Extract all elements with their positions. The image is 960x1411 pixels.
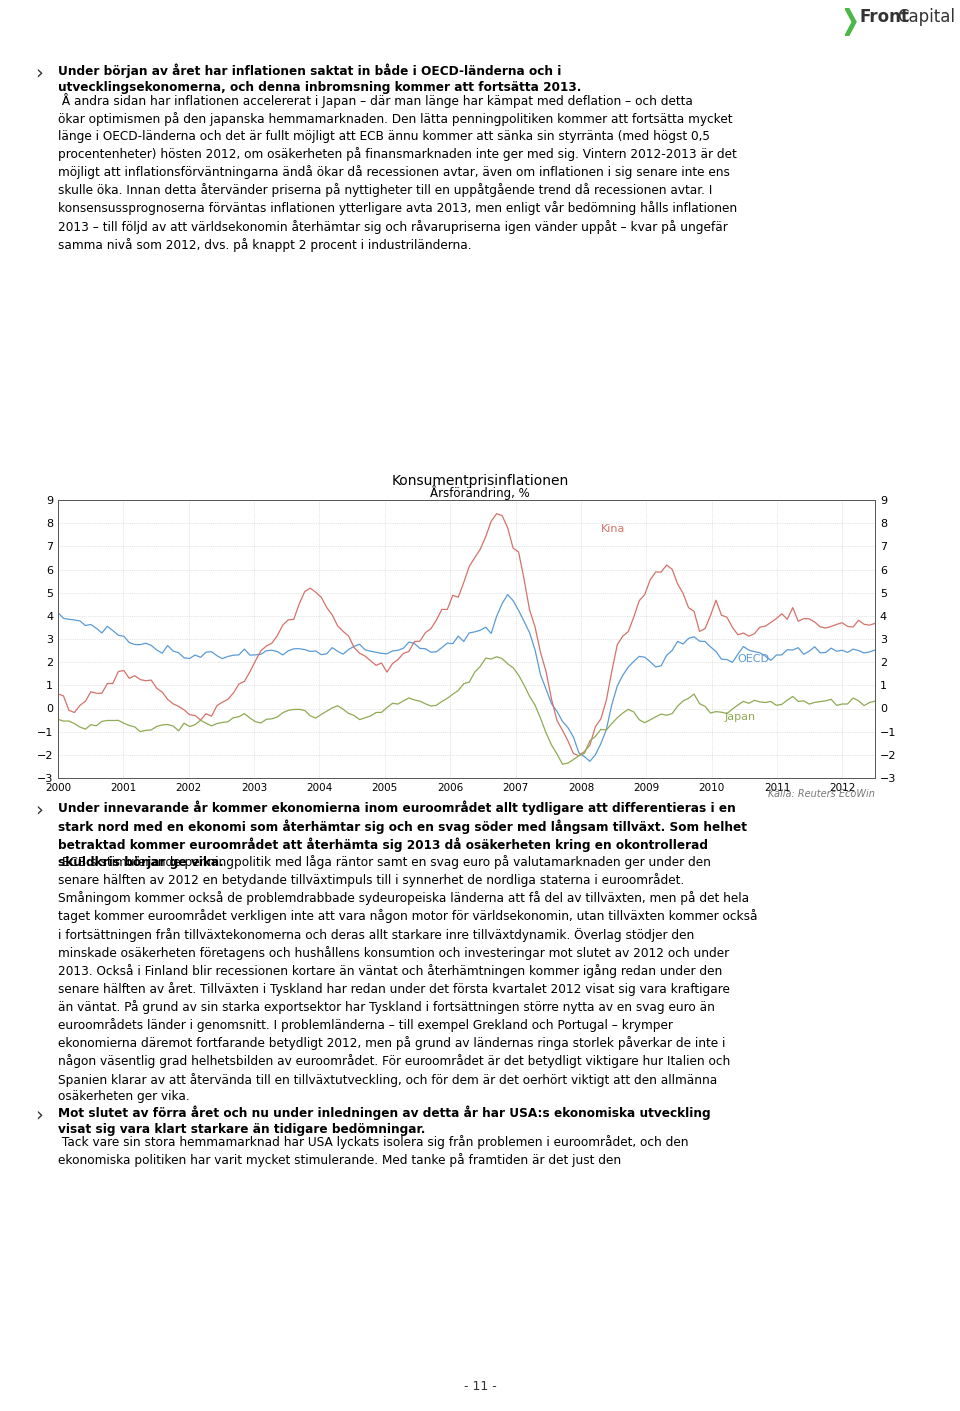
- Polygon shape: [845, 8, 856, 37]
- Text: Japan: Japan: [725, 713, 756, 722]
- Text: Tack vare sin stora hemmamarknad har USA lyckats isolera sig från problemen i eu: Tack vare sin stora hemmamarknad har USA…: [58, 1134, 688, 1167]
- Text: Capital: Capital: [898, 8, 955, 25]
- Text: - 11 -: - 11 -: [464, 1380, 496, 1393]
- Text: Under början av året har inflationen saktat in både i OECD-länderna och i
utveck: Under början av året har inflationen sak…: [58, 63, 582, 95]
- Text: ›: ›: [35, 800, 43, 818]
- Text: Mot slutet av förra året och nu under inledningen av detta år har USA:s ekonomis: Mot slutet av förra året och nu under in…: [58, 1105, 710, 1136]
- Text: Årsförändring, %: Årsförändring, %: [430, 485, 530, 499]
- Text: OECD: OECD: [737, 655, 770, 665]
- Text: Kina: Kina: [601, 525, 625, 535]
- Text: ›: ›: [35, 1105, 43, 1125]
- Text: Front: Front: [859, 8, 909, 25]
- Text: ECB:s stimulerande penningpolitik med låga räntor samt en svag euro på valutamar: ECB:s stimulerande penningpolitik med lå…: [58, 855, 757, 1103]
- Text: Källa: Reuters EcoWin: Källa: Reuters EcoWin: [768, 789, 875, 799]
- Text: Under innevarande år kommer ekonomierna inom euroområdet allt tydligare att diff: Under innevarande år kommer ekonomierna …: [58, 800, 747, 869]
- Text: Konsumentprisinflationen: Konsumentprisinflationen: [392, 474, 568, 488]
- Text: Å andra sidan har inflationen accelererat i Japan – där man länge har kämpat med: Å andra sidan har inflationen accelerera…: [58, 93, 737, 251]
- Text: ›: ›: [35, 63, 43, 82]
